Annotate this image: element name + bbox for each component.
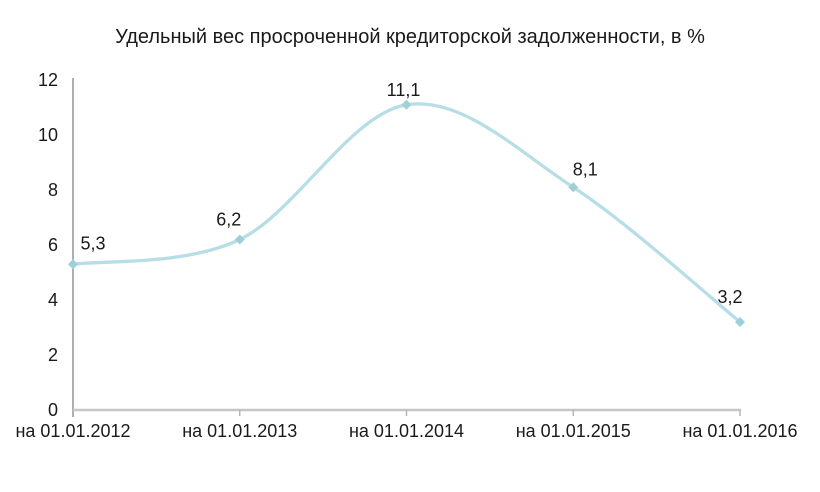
y-tick-label: 10 <box>38 125 58 145</box>
data-point-marker <box>234 234 245 245</box>
chart-title: Удельный вес просроченной кредиторской з… <box>115 26 705 48</box>
data-point-label: 5,3 <box>80 233 105 253</box>
data-point-marker <box>401 99 412 110</box>
data-point-label: 6,2 <box>216 210 241 230</box>
y-tick-label: 4 <box>48 290 58 310</box>
x-tick-label: на 01.01.2014 <box>349 421 464 441</box>
x-tick-label: на 01.01.2012 <box>15 421 130 441</box>
data-point-marker <box>68 259 78 270</box>
data-point-marker <box>735 317 745 327</box>
x-tick-label: на 01.01.2015 <box>516 421 631 441</box>
y-tick-label: 12 <box>38 70 58 90</box>
data-point-label: 11,1 <box>387 80 421 100</box>
data-point-label: 8,1 <box>573 159 598 179</box>
y-tick-label: 6 <box>48 235 58 255</box>
x-tick-label: на 01.01.2016 <box>682 421 797 441</box>
data-point-label: 3,2 <box>717 287 742 307</box>
data-point-marker <box>568 182 579 193</box>
y-tick-label: 8 <box>48 180 58 200</box>
y-tick-label: 0 <box>48 400 58 420</box>
data-series-line <box>71 102 742 324</box>
y-tick-label: 2 <box>48 345 58 365</box>
x-tick-label: на 01.01.2013 <box>182 421 297 441</box>
